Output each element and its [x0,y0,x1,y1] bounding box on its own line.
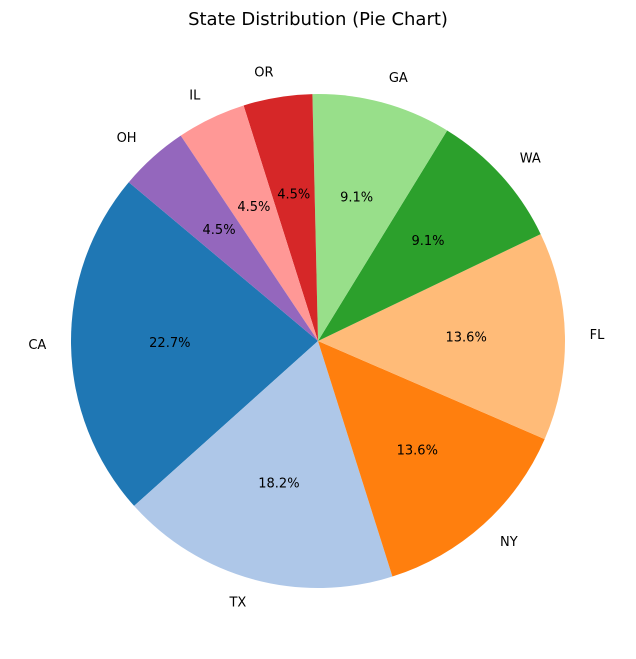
pie-slices [70,94,565,589]
pie-slice-pct-tx: 18.2% [258,476,299,491]
pie-slice-label-or: OR [254,65,273,80]
pie-slice-pct-or: 4.5% [277,187,310,202]
pie-slice-label-fl: FL [590,328,605,343]
pie-slice-label-ga: GA [389,71,408,86]
pie-slice-il [180,105,318,341]
pie-slice-label-tx: TX [228,596,246,611]
pie-slice-ca [70,182,318,506]
pie-labels: 22.7% CA 18.2% TX 13.6% NY 13.6% FL 9.1% WA 9.1% GA… [28,65,605,610]
pie-slice-wa [318,130,541,341]
pie-slice-pct-il: 4.5% [237,200,270,215]
pie-slice-pct-oh: 4.5% [203,223,236,238]
pie-slice-or [243,94,318,341]
pie-slice-tx [134,341,393,589]
pie-slice-pct-ga: 9.1% [340,190,373,205]
pie-slice-label-ca: CA [28,338,46,353]
pie-slice-pct-wa: 9.1% [412,234,445,249]
pie-slice-label-il: IL [189,89,201,104]
pie-slice-label-oh: OH [117,131,137,146]
pie-slice-ga [312,94,448,341]
pie-slice-label-wa: WA [520,151,541,166]
pie-slice-pct-ny: 13.6% [397,444,438,459]
pie-slice-pct-ca: 22.7% [149,336,190,351]
chart-title: State Distribution (Pie Chart) [188,9,448,30]
pie-slice-ny [318,341,545,577]
pie-slice-fl [318,234,565,440]
pie-slice-oh [128,135,318,341]
pie-slice-label-ny: NY [500,535,518,550]
pie-slice-pct-fl: 13.6% [446,331,487,346]
